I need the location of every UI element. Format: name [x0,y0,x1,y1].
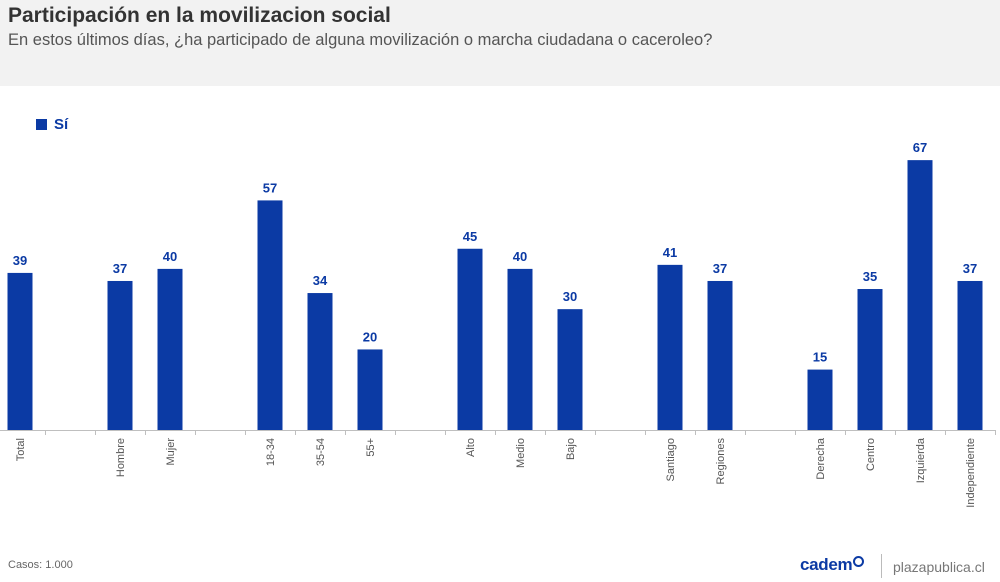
bar-izquierda [907,160,933,430]
data-label: 40 [163,249,177,264]
bar-medio [507,268,533,430]
legend: Sí [36,116,68,133]
legend-swatch [36,119,47,130]
cadem-logo-dot-icon [853,556,865,567]
x-tick-label: Alto [465,438,477,457]
x-tick-label: 35-54 [315,438,327,466]
data-label: 39 [13,253,27,268]
data-label: 45 [463,229,477,244]
header-band: Participación en la movilizacion social … [0,0,1000,86]
x-tick-label: Total [15,438,27,461]
x-tick-label: Santiago [665,438,677,481]
data-label: 40 [513,249,527,264]
footer-divider [881,554,882,578]
x-tick-label: Bajo [565,438,577,460]
bar-hombre [107,280,133,430]
x-tick-label: Hombre [115,438,127,477]
data-label: 35 [863,269,877,284]
bar-alto [457,248,483,430]
site-url: plazapublica.cl [893,559,985,575]
chart-subtitle: En estos últimos días, ¿ha participado d… [8,31,713,49]
bar-santiago [657,264,683,430]
bar-mujer [157,268,183,430]
x-tick-label: Derecha [815,437,827,479]
bar-chart: 39 Total 37 Hombre 40 Mujer 57 18-34 34 35-54 20 55… [0,140,996,508]
x-tick-label: Independiente [965,438,977,508]
x-tick-label: Centro [865,438,877,471]
data-label: 67 [913,140,927,155]
x-tick-label: 18-34 [265,438,277,466]
data-label: 20 [363,329,377,344]
data-label: 57 [263,180,277,195]
bar-55- [357,349,383,430]
chart-title: Participación en la movilizacion social [8,4,391,27]
data-label: 41 [663,245,677,260]
data-label: 15 [813,350,827,365]
x-tick-label: Regiones [715,438,727,485]
bar-independiente [957,280,983,430]
bar-derecha [807,369,833,430]
bar-35-54 [307,293,333,430]
bar-regiones [707,280,733,430]
bar-centro [857,289,883,430]
data-label: 30 [563,289,577,304]
legend-label: Sí [54,116,69,133]
x-tick-label: Izquierda [915,437,927,483]
cadem-logo-text: cadem [800,555,853,574]
x-tick-label: Medio [515,438,527,468]
bar-total [7,272,33,430]
data-label: 34 [313,273,328,288]
x-tick-label: 55+ [365,438,377,457]
data-label: 37 [963,261,977,276]
bar-bajo [557,309,583,430]
x-tick-label: Mujer [165,438,177,466]
cadem-logo: cadem [800,555,865,575]
data-label: 37 [113,261,127,276]
data-label: 37 [713,261,727,276]
cases-note: Casos: 1.000 [8,559,73,571]
bar-18-34 [257,200,283,430]
